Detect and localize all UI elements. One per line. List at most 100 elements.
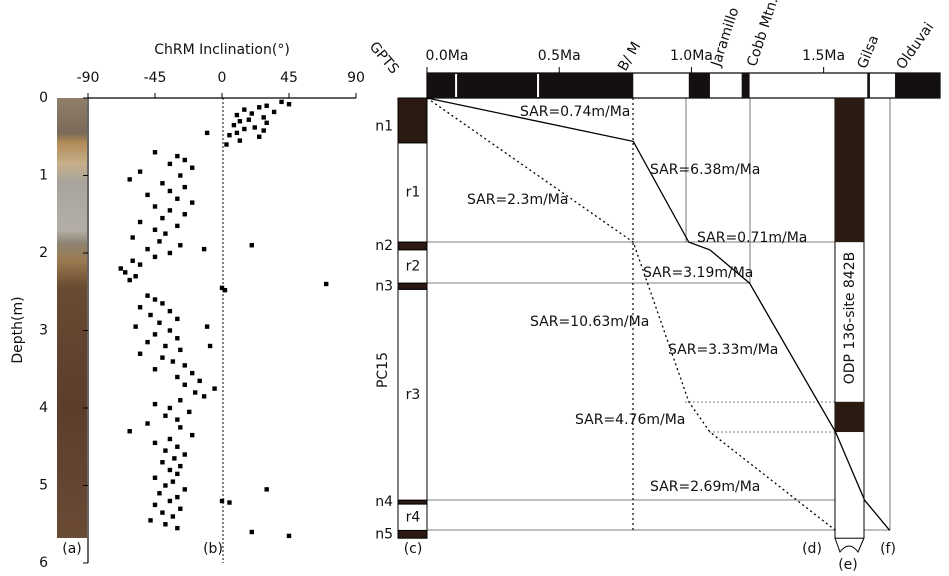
data-point [175, 196, 180, 201]
event-label: Jaramillo [708, 6, 742, 70]
panel-label: (c) [404, 541, 423, 557]
polarity-zone [397, 282, 428, 290]
column-label: PC15 [375, 352, 391, 388]
data-point [222, 288, 228, 293]
gpts-normal [688, 73, 710, 98]
data-point [160, 460, 165, 465]
data-point [204, 130, 210, 136]
data-point [257, 105, 262, 110]
data-point [175, 336, 180, 341]
panel-label: (f) [880, 541, 896, 557]
sar-label: SAR=6.38m/Ma [650, 162, 760, 178]
data-point [152, 150, 158, 155]
y-tick-label: 4 [39, 400, 48, 416]
data-point [257, 134, 262, 139]
core-image [57, 98, 87, 538]
polarity-zone [397, 288, 428, 501]
data-point [160, 215, 165, 221]
data-point [137, 262, 143, 267]
data-point [167, 308, 173, 314]
data-point [175, 374, 180, 380]
x-tick-label: 0.0Ma [426, 48, 469, 64]
data-point [152, 227, 158, 232]
data-point [219, 285, 225, 291]
zone-label: n2 [375, 238, 393, 254]
data-point [167, 328, 173, 333]
data-point [127, 177, 132, 182]
data-point [152, 297, 158, 302]
data-point [133, 274, 138, 279]
panel-label: (a) [62, 541, 82, 557]
zone-label: n1 [375, 118, 393, 134]
data-point [252, 125, 257, 130]
data-point [264, 487, 269, 492]
data-point [249, 111, 254, 116]
zone-label: n3 [375, 278, 393, 294]
polarity-zone [397, 241, 428, 251]
x-tick-label: 45 [280, 70, 298, 86]
data-point [148, 518, 153, 523]
data-point [219, 498, 225, 504]
data-point [127, 429, 132, 434]
data-point [178, 463, 183, 469]
data-point [133, 324, 138, 329]
data-point [242, 107, 247, 112]
y-tick-label: 6 [39, 555, 48, 571]
data-point [204, 324, 210, 329]
zone-label: n5 [375, 526, 393, 542]
event-label: Olduvai [893, 20, 937, 73]
x-tick-label: 0 [218, 70, 227, 86]
odp-normal [835, 98, 864, 243]
data-point [190, 370, 195, 376]
y-tick-label: 0 [39, 90, 48, 106]
gpts-label: GPTS [366, 39, 402, 78]
data-point [175, 417, 180, 422]
data-point [137, 219, 143, 225]
data-point [167, 436, 173, 442]
data-point [167, 405, 173, 411]
data-point [157, 239, 162, 244]
data-point [246, 117, 251, 122]
panel-label: (b) [203, 541, 223, 557]
zone-label: r1 [406, 185, 421, 201]
data-point [201, 246, 207, 252]
data-point [264, 120, 269, 125]
data-point [167, 250, 173, 256]
data-point [167, 498, 173, 504]
zone-label: r3 [406, 387, 421, 403]
data-point [160, 301, 165, 306]
polarity-zone [397, 97, 428, 144]
data-point [279, 99, 284, 105]
data-point [170, 479, 176, 484]
polarity-zone [397, 142, 428, 243]
data-point [160, 355, 165, 360]
data-point [163, 483, 168, 488]
zone-label: r4 [406, 509, 421, 525]
data-point [264, 103, 269, 108]
data-point [261, 115, 266, 120]
x-tick-label: 1.0Ma [670, 48, 713, 64]
data-point [137, 169, 143, 174]
age-depth-line [426, 97, 836, 531]
y-tick-label: 1 [39, 168, 48, 184]
panel-label: (d) [802, 541, 822, 557]
data-point [178, 347, 183, 353]
sar-label: SAR=0.71m/Ma [697, 230, 807, 246]
data-point [163, 231, 168, 236]
polarity-zone [397, 503, 428, 531]
gpts-normal [427, 73, 634, 98]
data-point [167, 188, 173, 194]
data-point [182, 212, 187, 217]
x-tick-label: 1.5Ma [802, 48, 845, 64]
data-point [130, 258, 135, 263]
x-tick-label: -90 [77, 70, 100, 86]
data-point [152, 401, 158, 407]
sar-label: SAR=4.76m/Ma [575, 412, 685, 428]
event-label: Cobb Mtn. [744, 0, 781, 68]
data-point [127, 277, 132, 283]
data-point [187, 409, 192, 415]
data-point [167, 208, 173, 213]
data-point [152, 332, 158, 337]
odp-label: ODP 136-site 842B [842, 252, 858, 385]
data-point [130, 235, 135, 240]
